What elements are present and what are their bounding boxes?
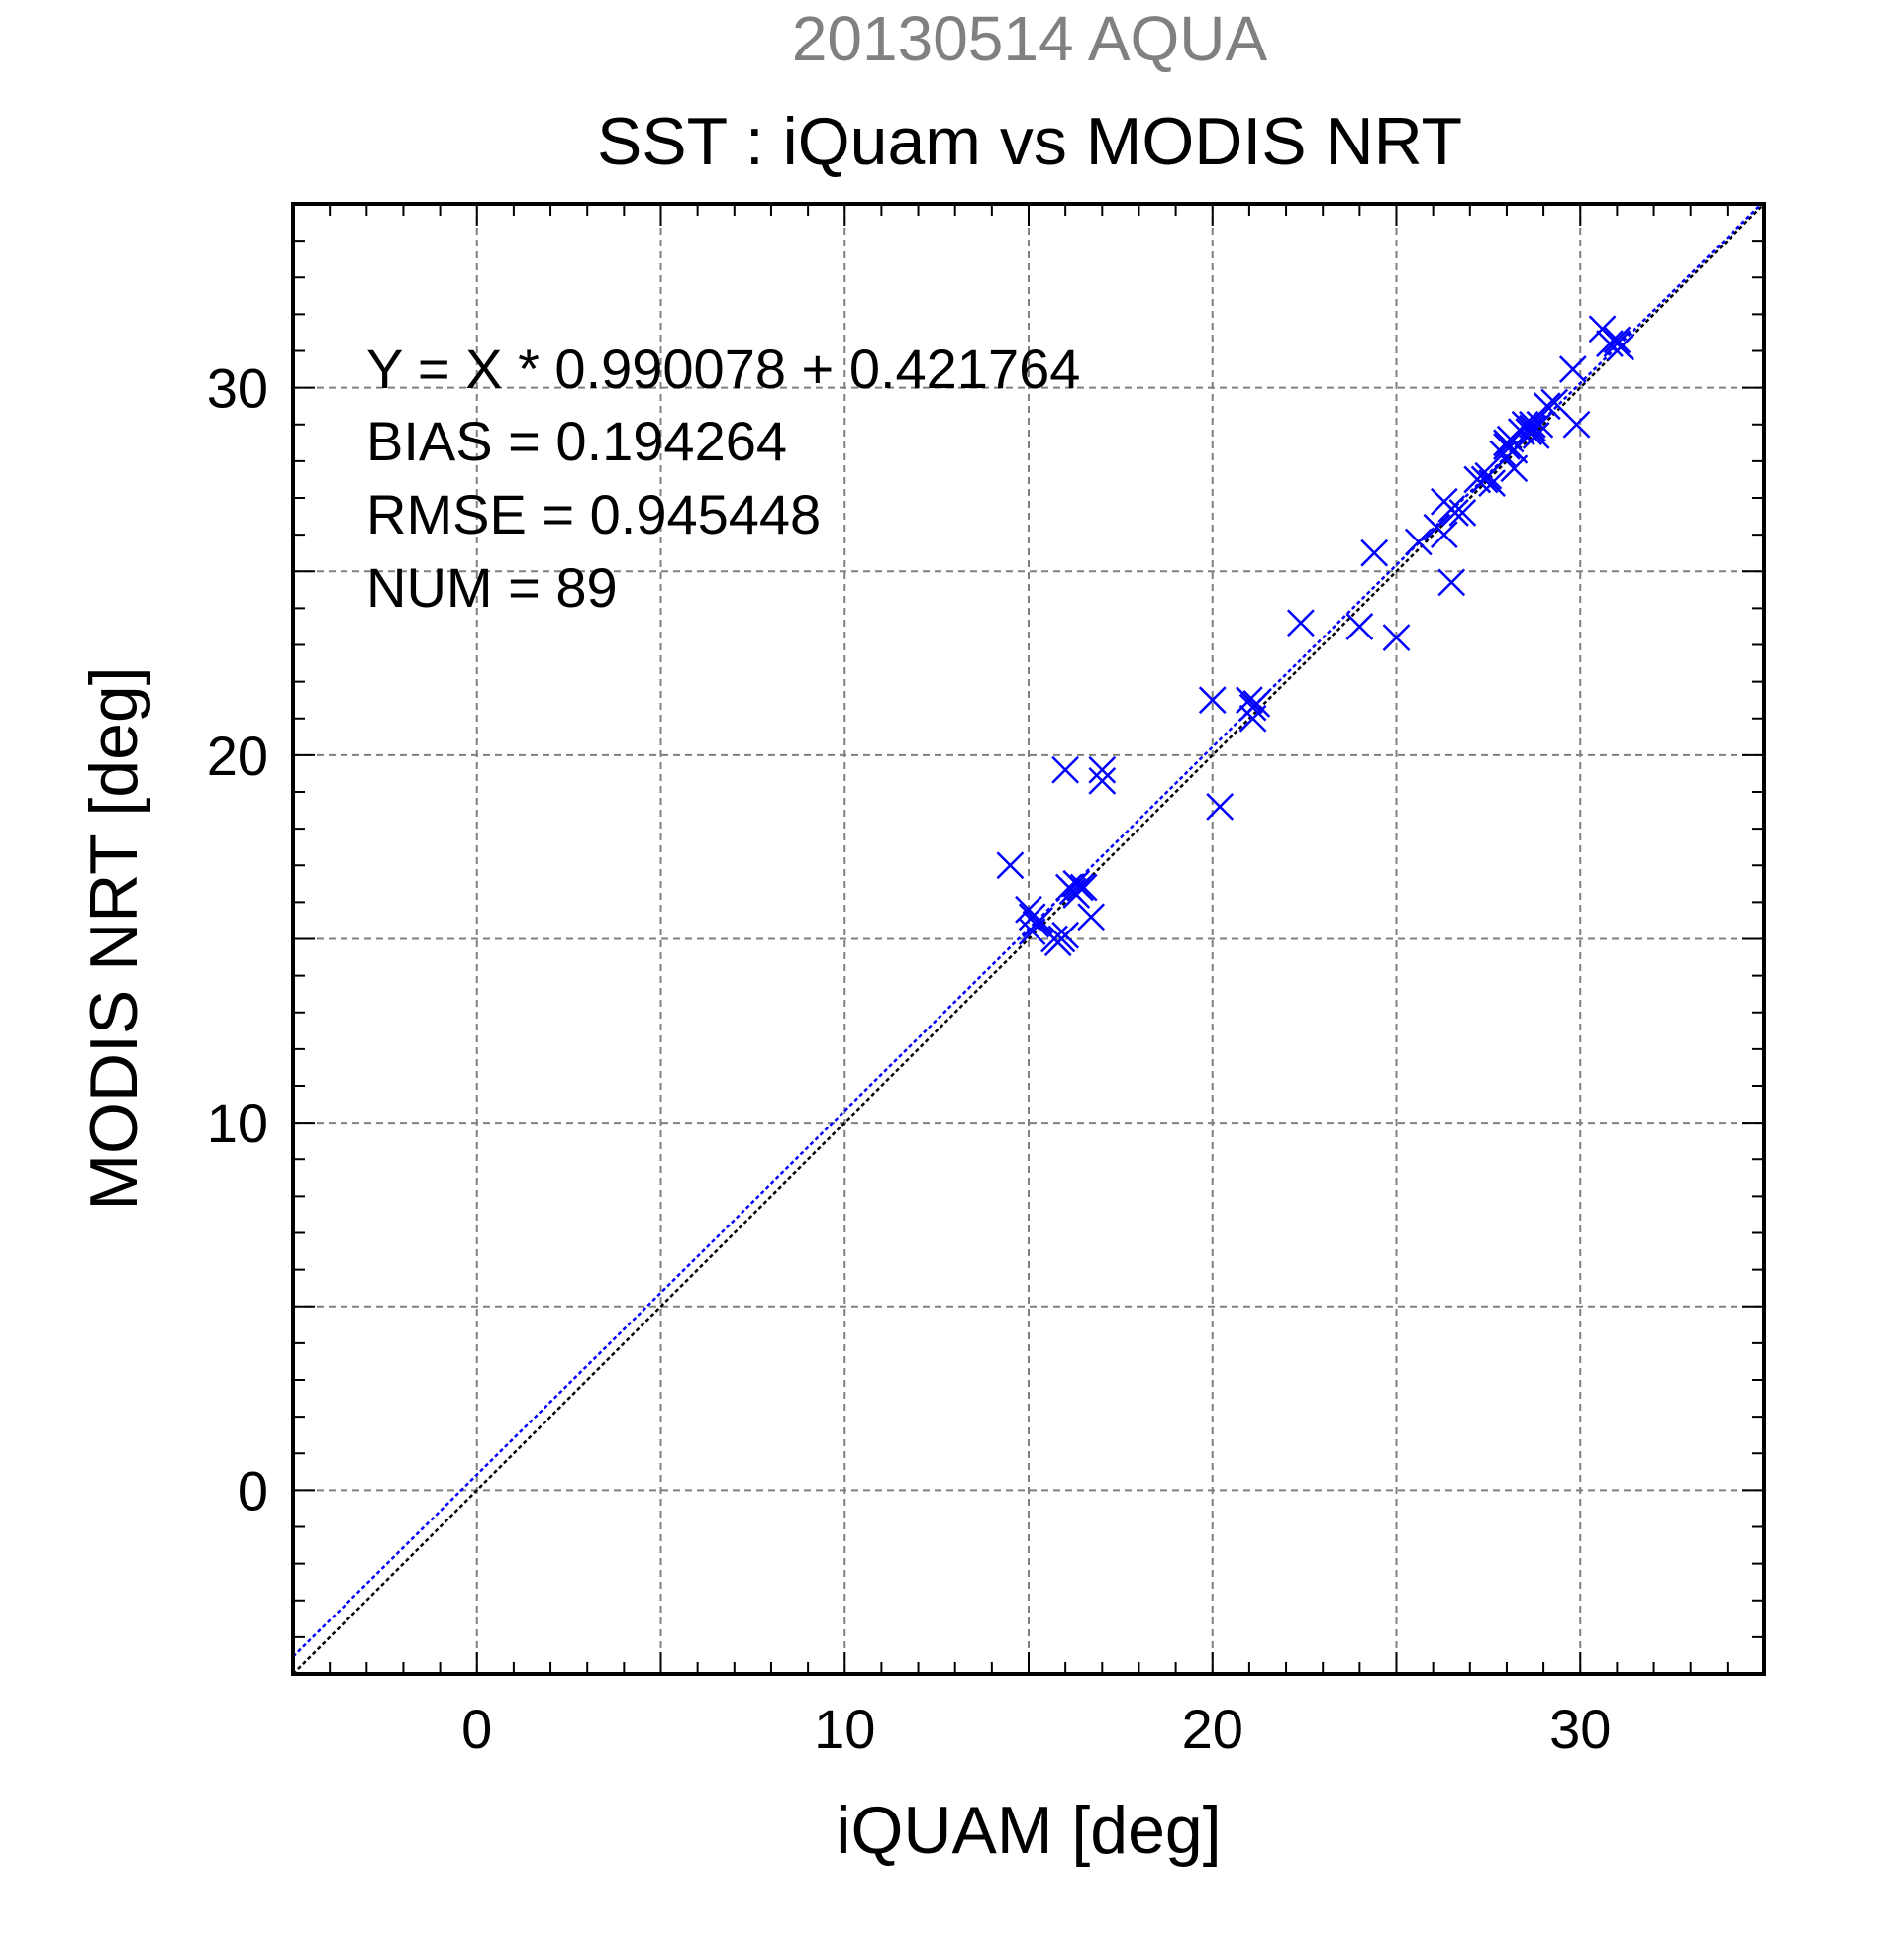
data-point xyxy=(1051,755,1080,784)
num-text: NUM = 89 xyxy=(366,556,618,619)
data-point xyxy=(1441,498,1469,527)
rmse-text: RMSE = 0.945448 xyxy=(366,483,821,545)
x-tick-label: 0 xyxy=(461,1698,492,1760)
data-point xyxy=(1603,326,1632,354)
tick-labels-layer: 0 10 20 30 0 10 20 30 xyxy=(207,357,1612,1760)
data-point xyxy=(1242,690,1271,718)
data-points-layer xyxy=(996,315,1634,957)
data-point xyxy=(1026,907,1054,934)
data-point xyxy=(1404,528,1433,556)
data-point xyxy=(1069,873,1098,902)
data-point xyxy=(1603,330,1632,357)
data-point xyxy=(1558,355,1587,383)
y-tick-label: 10 xyxy=(207,1092,268,1154)
data-point xyxy=(1345,613,1374,640)
data-point xyxy=(1287,609,1315,637)
data-point xyxy=(1540,388,1569,417)
data-point xyxy=(1519,414,1546,442)
grid-layer xyxy=(293,204,1764,1674)
data-point xyxy=(1206,792,1235,821)
regression-equation-text: Y = X * 0.990078 + 0.421764 xyxy=(366,338,1080,400)
data-point xyxy=(1474,461,1503,490)
data-point xyxy=(1360,539,1389,567)
data-point xyxy=(1062,869,1091,898)
data-point xyxy=(1236,686,1263,715)
y-tick-label: 30 xyxy=(207,357,268,420)
data-point xyxy=(1088,766,1117,795)
data-point xyxy=(1478,469,1506,498)
chart-subtitle: 20130514 AQUA xyxy=(792,3,1268,74)
stats-annotation: Y = X * 0.990078 + 0.421764 BIAS = 0.194… xyxy=(366,338,1080,619)
chart-title: SST : iQuam vs MODIS NRT xyxy=(597,104,1462,179)
y-tick-label: 20 xyxy=(207,725,268,787)
data-point xyxy=(1437,568,1466,597)
data-point xyxy=(1562,410,1591,439)
x-tick-label: 10 xyxy=(814,1698,875,1760)
data-point xyxy=(1500,436,1529,464)
data-point xyxy=(1043,929,1072,957)
y-axis-label: MODIS NRT [deg] xyxy=(76,666,151,1210)
data-point xyxy=(1526,410,1554,439)
data-point xyxy=(1448,498,1477,527)
data-point xyxy=(1596,330,1624,357)
data-point xyxy=(1519,410,1546,439)
x-tick-label: 30 xyxy=(1549,1698,1611,1760)
data-point xyxy=(1198,686,1227,715)
data-point xyxy=(1018,903,1046,931)
data-point xyxy=(1522,422,1550,449)
x-tick-label: 20 xyxy=(1182,1698,1243,1760)
data-point xyxy=(1382,624,1411,651)
x-axis-label: iQUAM [deg] xyxy=(836,1793,1221,1868)
data-point xyxy=(996,851,1025,880)
data-point xyxy=(1533,392,1561,421)
data-point xyxy=(1088,755,1117,784)
bias-text: BIAS = 0.194264 xyxy=(366,410,787,472)
data-point xyxy=(1430,521,1458,549)
data-point xyxy=(1077,903,1106,931)
data-point xyxy=(1489,440,1518,468)
ticks-layer xyxy=(292,203,1765,1675)
y-tick-label: 0 xyxy=(238,1459,268,1521)
